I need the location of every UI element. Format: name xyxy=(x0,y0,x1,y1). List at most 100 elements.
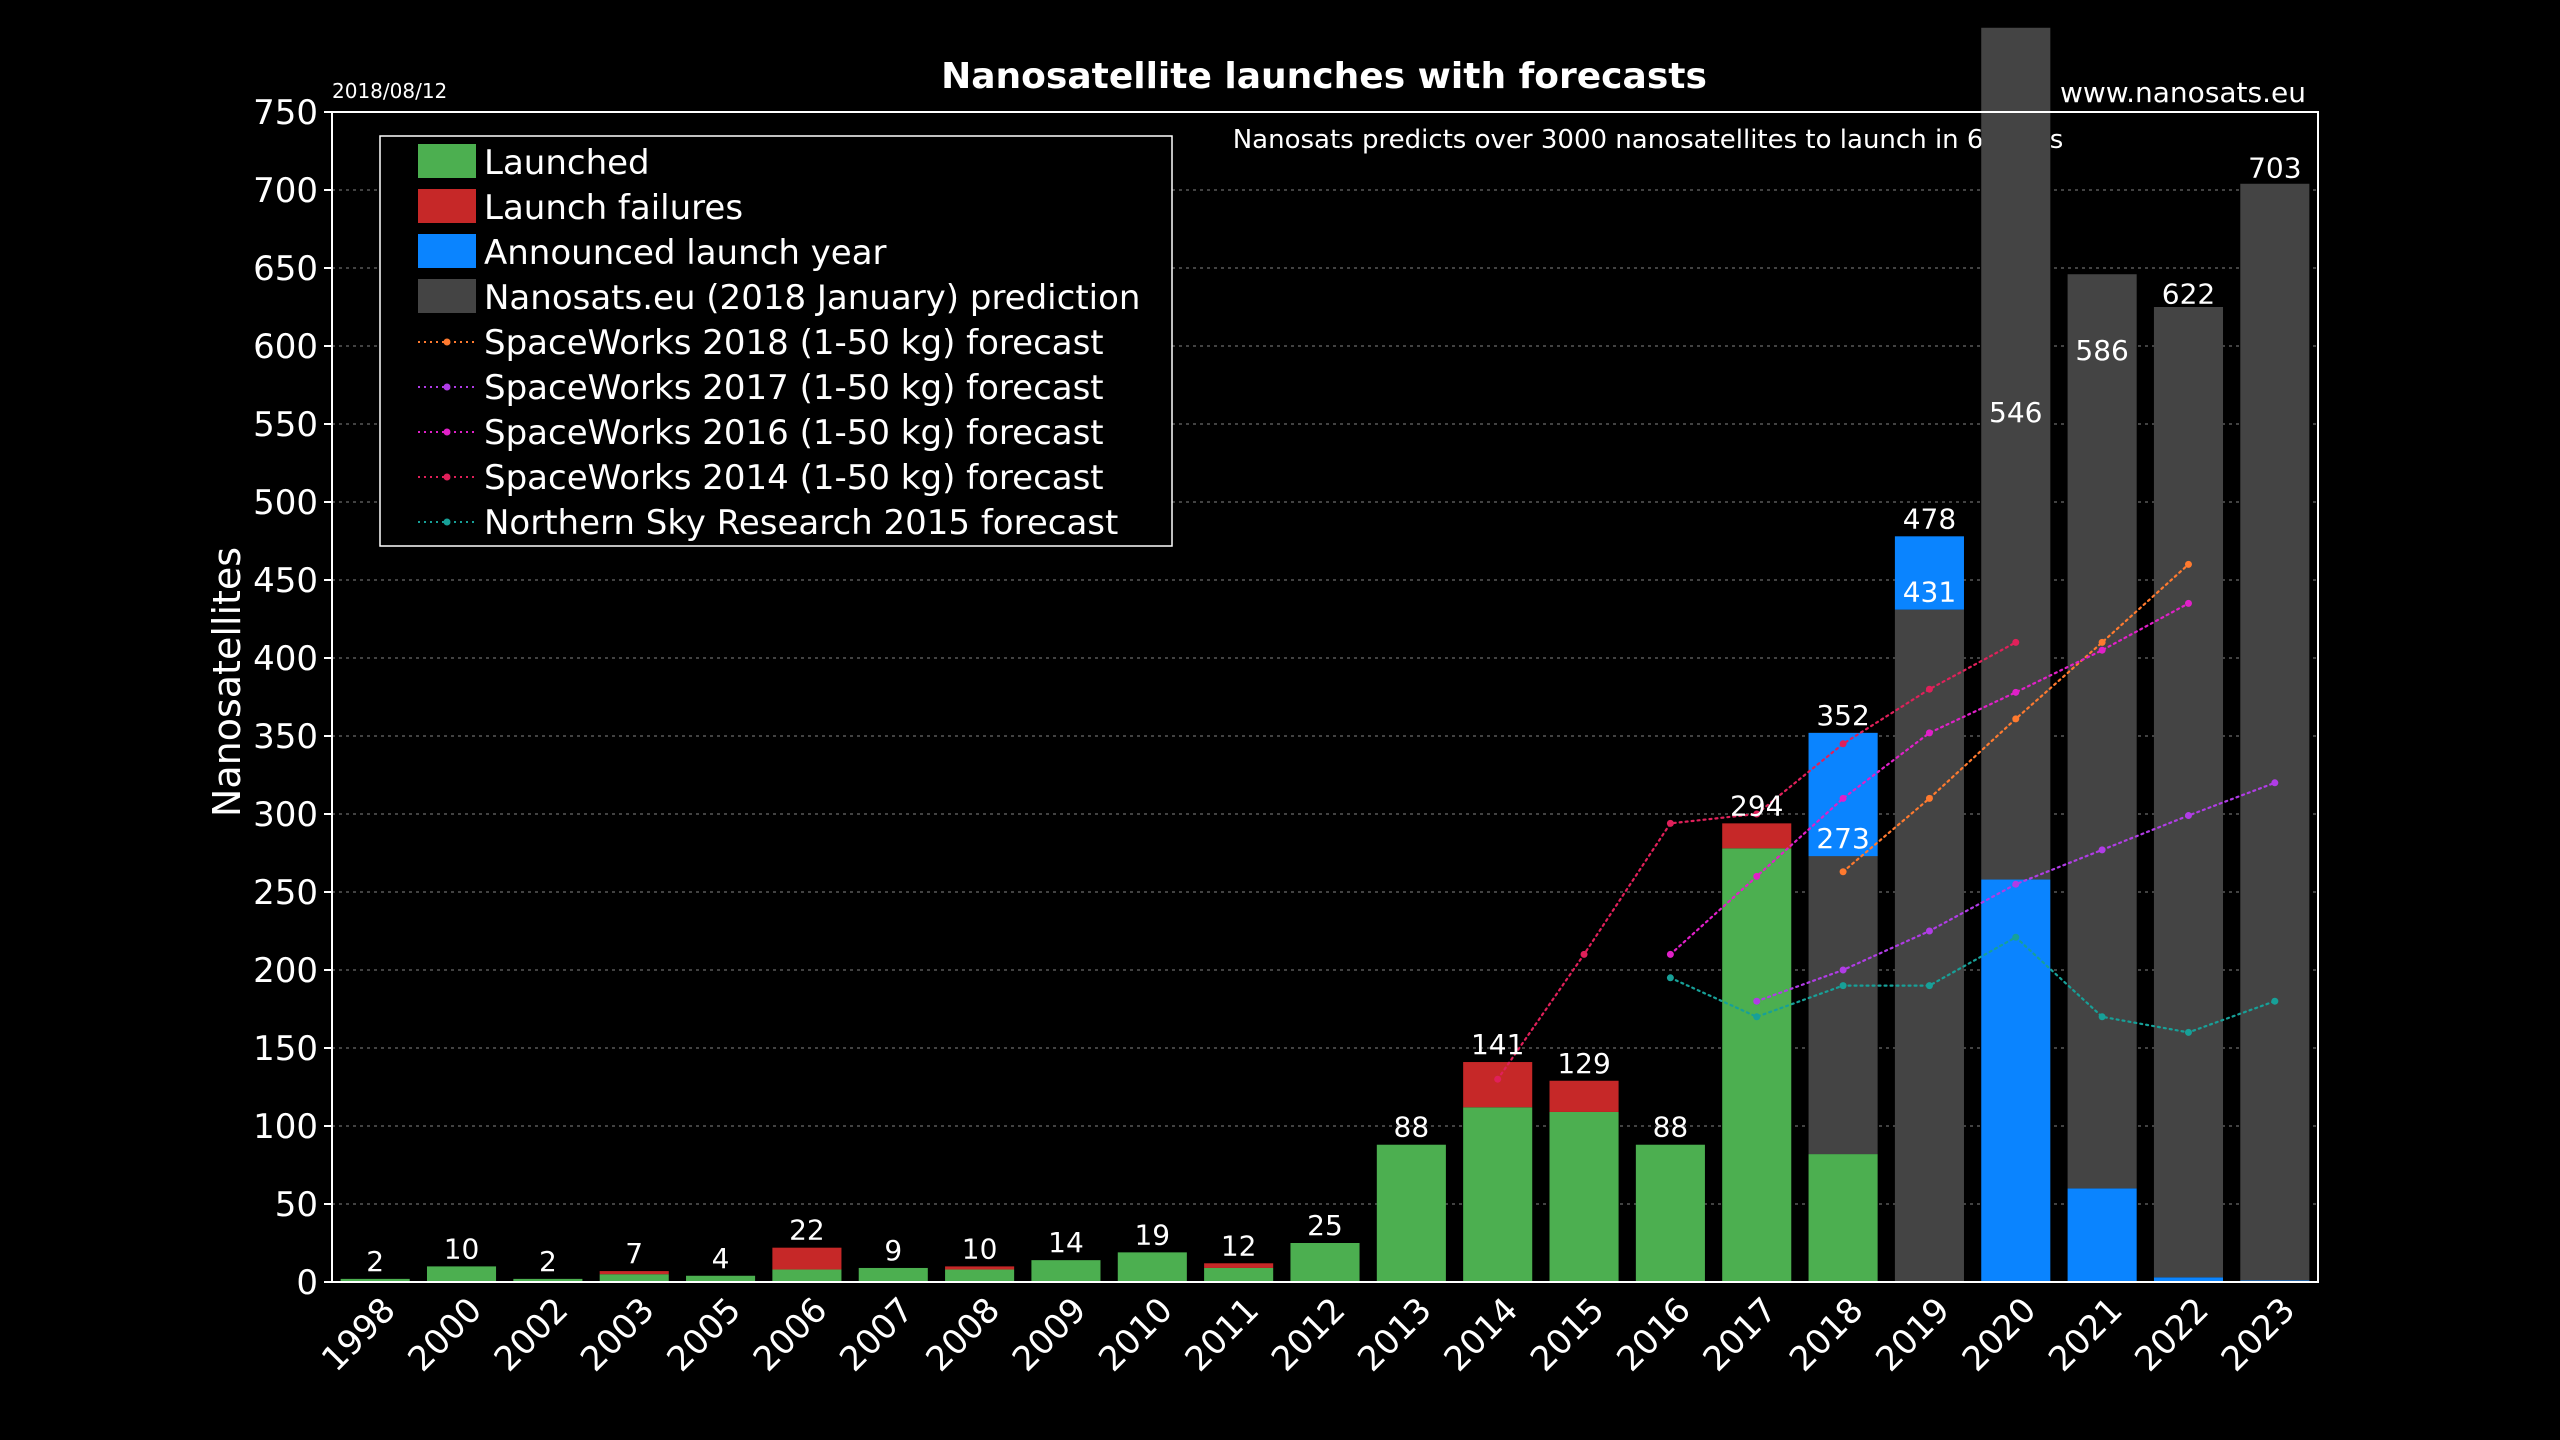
bar-value-label: 88 xyxy=(1653,1111,1689,1144)
bar-value-label: 4 xyxy=(712,1242,730,1275)
bar-failures xyxy=(1549,1080,1619,1112)
bar-launched xyxy=(513,1278,583,1282)
x-tick-label: 2003 xyxy=(573,1290,662,1379)
bar-launched xyxy=(1808,1154,1878,1282)
bar-value-label: 2 xyxy=(539,1245,557,1278)
forecast-point xyxy=(1839,794,1847,802)
forecast-point xyxy=(1753,872,1761,880)
forecast-point xyxy=(2012,880,2020,888)
y-tick-label: 250 xyxy=(253,873,318,913)
legend-swatch xyxy=(418,234,476,268)
legend-label: Northern Sky Research 2015 forecast xyxy=(484,503,1118,543)
forecast-point xyxy=(2012,933,2020,941)
bar-value-label: 14 xyxy=(1048,1226,1084,1259)
forecast-point xyxy=(1839,966,1847,974)
bar-launched xyxy=(686,1275,756,1282)
bar-value-label: 10 xyxy=(444,1232,480,1265)
bar-announced xyxy=(2153,1277,2224,1282)
x-tick-label: 2021 xyxy=(2041,1290,2130,1379)
y-tick-label: 50 xyxy=(275,1185,318,1225)
forecast-point xyxy=(1666,950,1674,958)
legend-label: SpaceWorks 2016 (1-50 kg) forecast xyxy=(484,413,1104,453)
bar-value-label: 88 xyxy=(1394,1111,1430,1144)
bar-value-label: 478 xyxy=(1903,502,1956,535)
bar-launched xyxy=(945,1269,1015,1282)
y-tick-label: 0 xyxy=(296,1263,318,1303)
bar-failures xyxy=(772,1247,842,1270)
legend-label: Announced launch year xyxy=(484,233,887,273)
x-tick-label: 2011 xyxy=(1178,1290,1267,1379)
forecast-point xyxy=(2271,779,2279,787)
forecast-point xyxy=(2098,846,2106,854)
y-tick-label: 400 xyxy=(253,639,318,679)
legend-label: SpaceWorks 2017 (1-50 kg) forecast xyxy=(484,368,1104,408)
bar-value-label: 586 xyxy=(2075,334,2128,367)
y-tick-label: 500 xyxy=(253,483,318,523)
legend-marker xyxy=(443,518,451,526)
forecast-point xyxy=(1925,927,1933,935)
forecast-point xyxy=(1494,1075,1502,1083)
axes-frame xyxy=(331,111,2319,1283)
x-tick-label: 2016 xyxy=(1609,1290,1698,1379)
bar-launched xyxy=(1635,1144,1705,1282)
y-tick-label: 750 xyxy=(253,93,318,133)
legend-swatch xyxy=(418,144,476,178)
bar-prediction xyxy=(2153,307,2224,1278)
y-tick-label: 200 xyxy=(253,951,318,991)
forecast-point xyxy=(2184,560,2192,568)
x-tick-label: 2000 xyxy=(400,1290,489,1379)
y-tick-label: 350 xyxy=(253,717,318,757)
forecast-point xyxy=(1839,740,1847,748)
x-tick-label: 2009 xyxy=(1005,1290,1094,1379)
bar-launched xyxy=(426,1266,497,1282)
y-tick-label: 300 xyxy=(253,795,318,835)
bar-failures xyxy=(1722,823,1792,849)
y-tick-label: 550 xyxy=(253,405,318,445)
x-tick-label: 2002 xyxy=(487,1290,576,1379)
bar-announced-overlay xyxy=(1894,536,1964,610)
bar-failures xyxy=(1463,1062,1533,1108)
legend-marker xyxy=(443,473,451,481)
bar-announced xyxy=(2067,1188,2137,1282)
x-tick-label: 2005 xyxy=(659,1290,748,1379)
bar-value-label: 7 xyxy=(625,1237,643,1270)
y-tick-label: 450 xyxy=(253,561,318,601)
bar-value-label: 25 xyxy=(1307,1209,1343,1242)
bar-inner-label: 431 xyxy=(1903,576,1956,609)
x-tick-label: 2007 xyxy=(832,1290,921,1379)
legend-label: SpaceWorks 2018 (1-50 kg) forecast xyxy=(484,323,1104,363)
forecast-point xyxy=(2012,688,2020,696)
bar-failures xyxy=(599,1271,669,1275)
bar-launched xyxy=(340,1278,410,1282)
forecast-point xyxy=(2012,715,2020,723)
plot-area: 0 50 100 150 200 250 300 350 400 450 500 550 600 650 7… xyxy=(253,27,2319,1380)
legend-marker xyxy=(443,428,451,436)
x-tick-label: 2018 xyxy=(1782,1290,1871,1379)
y-tick-label: 650 xyxy=(253,249,318,289)
forecast-point xyxy=(2184,812,2192,820)
bar-value-label: 703 xyxy=(2248,151,2301,184)
bar-failures xyxy=(1204,1263,1274,1268)
x-tick-label: 2006 xyxy=(746,1290,835,1379)
bar-prediction xyxy=(1981,27,2051,880)
x-tick-label: 1998 xyxy=(314,1290,403,1379)
legend-swatch xyxy=(418,189,476,223)
legend: Launched Launch failures Announced launch … xyxy=(379,135,1173,547)
bar-value-label: 352 xyxy=(1816,699,1869,732)
bar-launched xyxy=(599,1274,669,1282)
bar-value-label: 294 xyxy=(1730,789,1783,822)
y-tick-label: 700 xyxy=(253,171,318,211)
bar-launched xyxy=(1722,848,1792,1282)
forecast-point xyxy=(2098,1013,2106,1021)
legend-label: Launch failures xyxy=(484,188,743,228)
bar-value-label: 141 xyxy=(1471,1028,1524,1061)
bar-launched xyxy=(1204,1267,1274,1282)
x-tick-label: 2012 xyxy=(1264,1290,1353,1379)
legend-marker xyxy=(443,383,451,391)
bar-inner-label: 273 xyxy=(1816,822,1869,855)
bar-value-label: 22 xyxy=(789,1214,825,1247)
y-axis-label: Nanosatellites xyxy=(205,547,249,817)
bar-value-label: 9 xyxy=(884,1234,902,1267)
x-tick-label: 2013 xyxy=(1350,1290,1439,1379)
